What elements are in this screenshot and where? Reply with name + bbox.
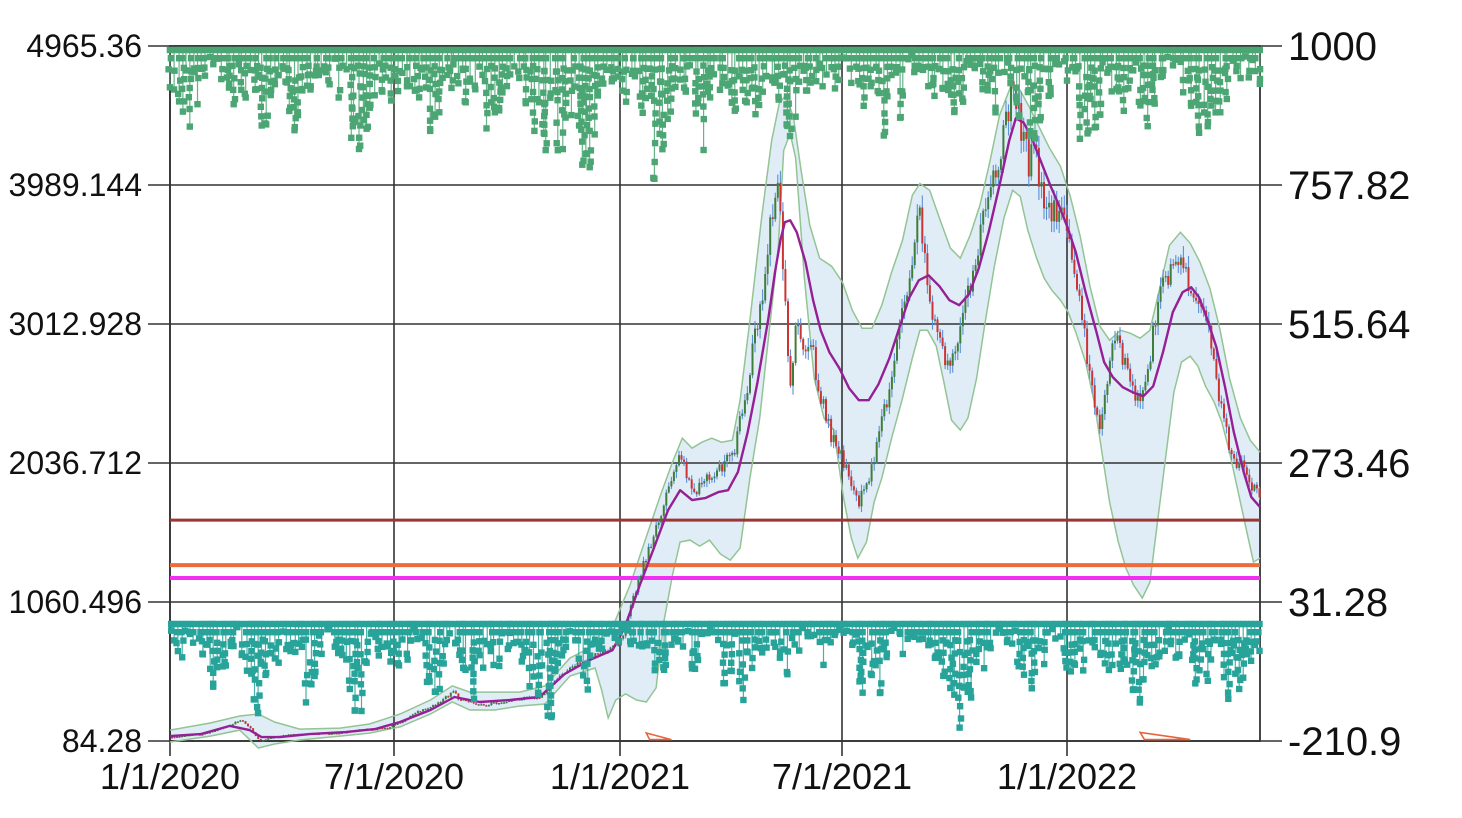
gridlines [148, 45, 1282, 756]
right-axis-label: -210.9 [1288, 720, 1401, 764]
bottom-indicator-scatter [168, 620, 1263, 731]
right-axis-label: 1000 [1288, 25, 1377, 69]
left-axis-label: 3012.928 [9, 306, 142, 342]
x-axis-label: 7/1/2020 [324, 756, 464, 797]
wedge-marks [644, 731, 1191, 741]
axis-labels: 4965.36 3989.144 3012.928 2036.712 1060.496 8… [9, 25, 1411, 797]
left-axis-label: 4965.36 [26, 28, 142, 64]
x-axis-label: 7/1/2021 [772, 756, 912, 797]
right-axis-label: 273.46 [1288, 442, 1410, 486]
right-axis-label: 515.64 [1288, 303, 1410, 347]
moving-average-line [169, 117, 1261, 739]
top-indicator-scatter [165, 46, 1264, 182]
left-axis-label: 2036.712 [9, 445, 142, 481]
right-axis-label: 757.82 [1288, 164, 1410, 208]
x-axis-label: 1/1/2022 [997, 756, 1137, 797]
right-axis-label: 31.28 [1288, 581, 1388, 625]
left-axis-label: 3989.144 [9, 167, 142, 203]
x-axis-label: 1/1/2021 [550, 756, 690, 797]
x-axis-label: 1/1/2020 [100, 756, 240, 797]
left-axis-label: 1060.496 [9, 584, 142, 620]
left-axis-label: 84.28 [62, 723, 142, 759]
level-lines [170, 518, 1260, 580]
bollinger-band [170, 87, 1260, 749]
